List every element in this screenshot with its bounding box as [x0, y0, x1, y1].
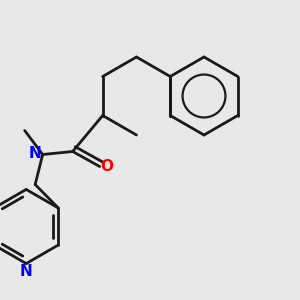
Text: N: N — [20, 265, 33, 280]
Text: O: O — [101, 159, 114, 174]
Text: N: N — [29, 146, 42, 160]
